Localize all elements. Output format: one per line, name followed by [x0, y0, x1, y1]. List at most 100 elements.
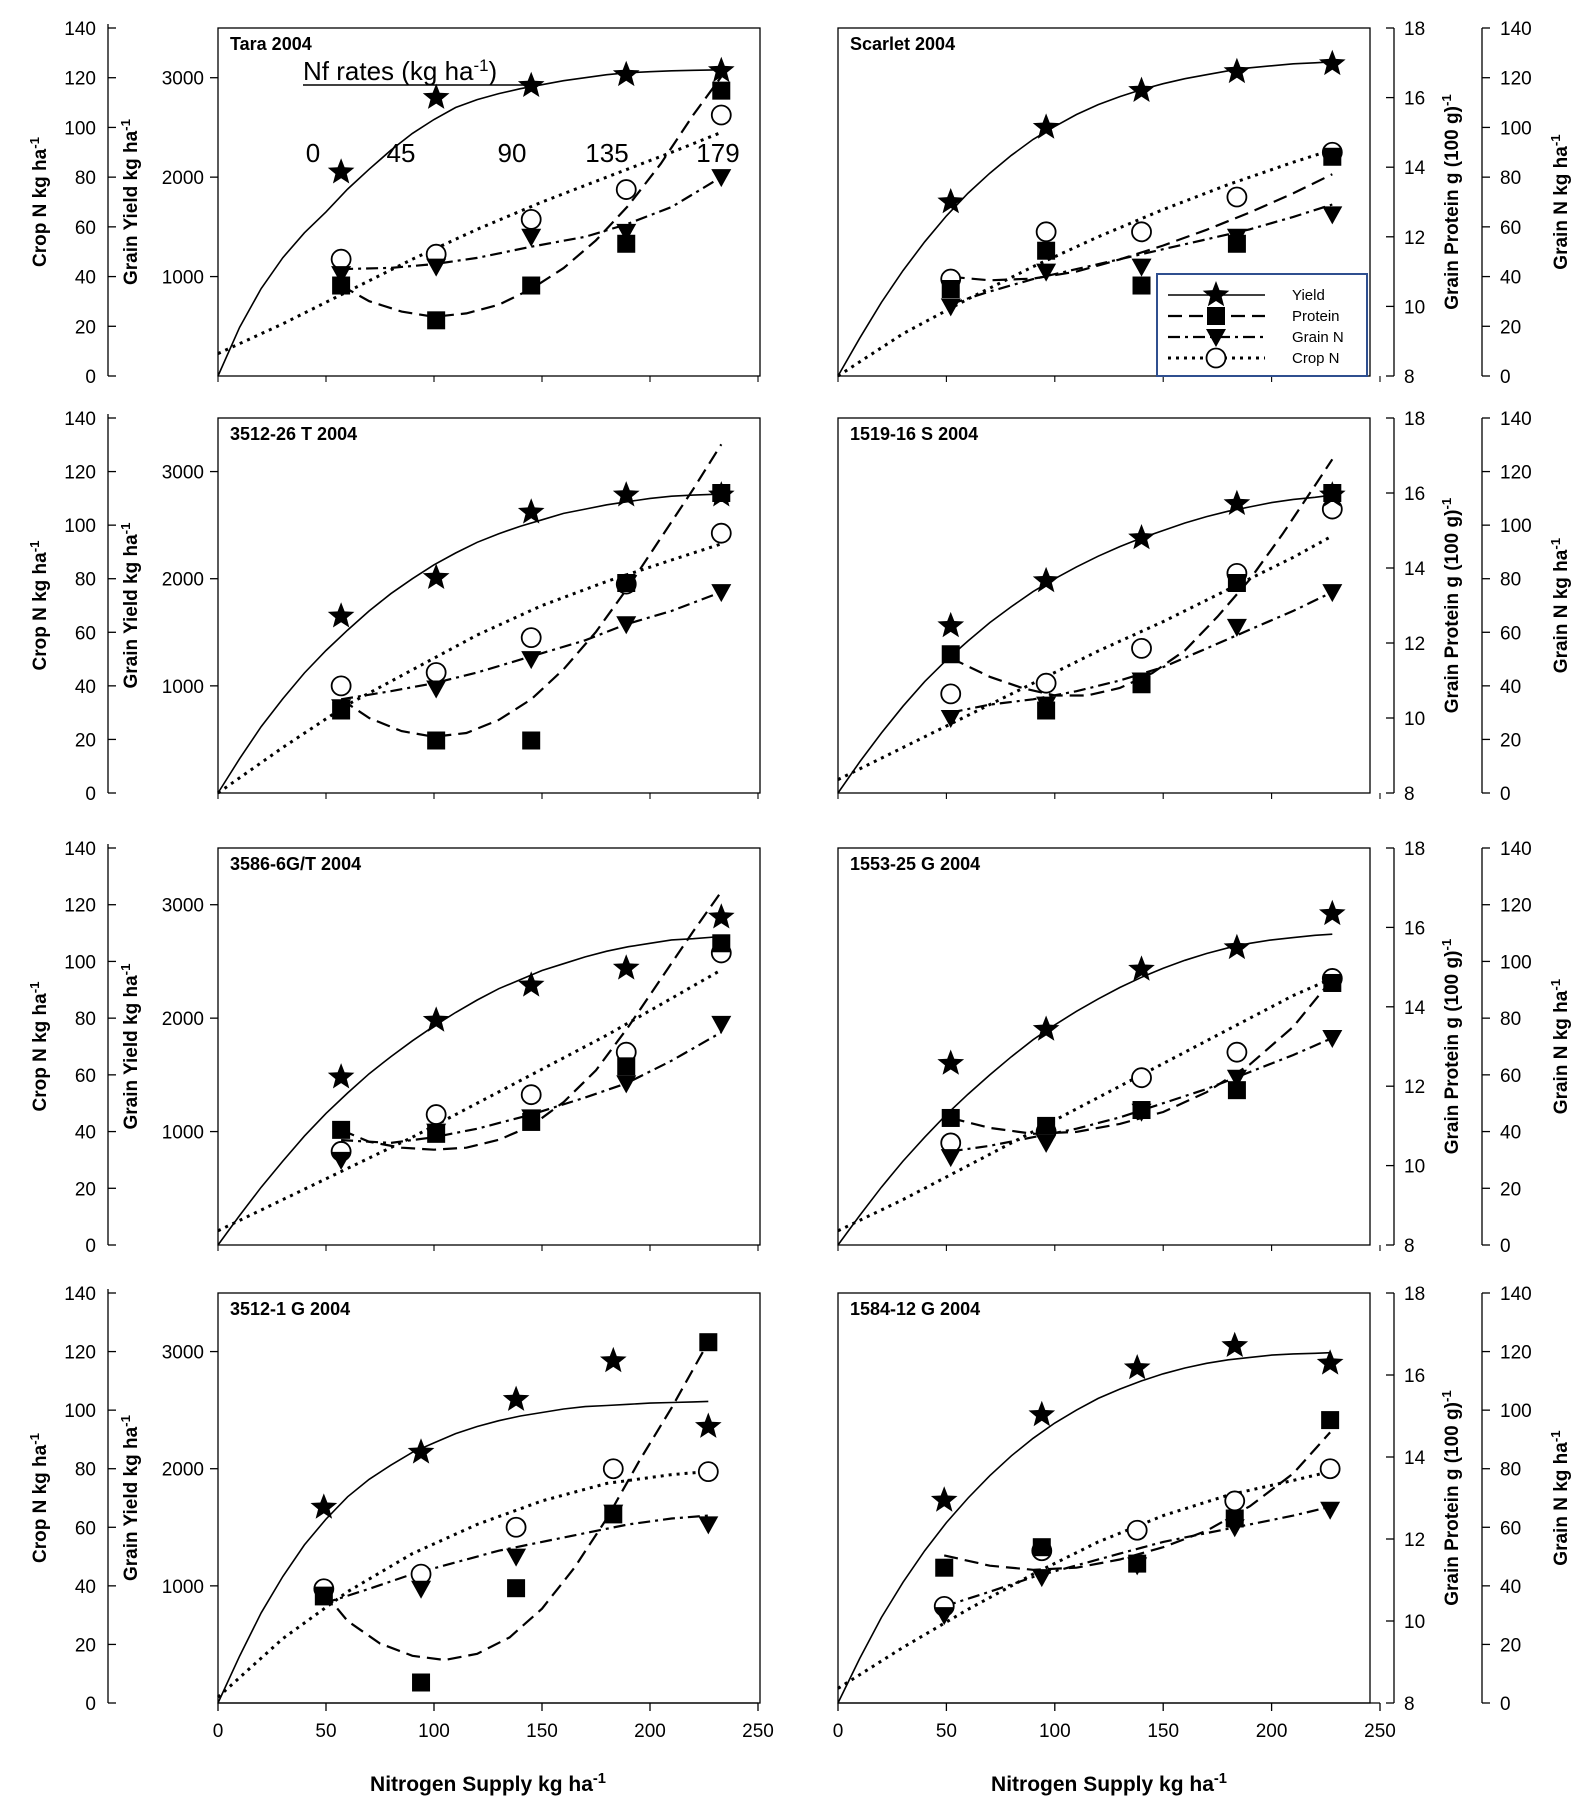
grainN-fit-line	[340, 591, 722, 701]
crop-n-tick-label: 0	[85, 784, 96, 805]
crop-n-tick-label: 140	[64, 1284, 96, 1305]
crop-n-tick-label: 140	[64, 839, 96, 860]
yield-axis-title: Grain Yield kg ha-1	[118, 522, 143, 689]
protein-fit-line	[322, 1341, 710, 1662]
grain-n-axis-title: Grain N kg ha-1	[1548, 134, 1573, 270]
cropN-point	[1226, 1041, 1248, 1063]
grainN-point	[711, 584, 732, 603]
yield-point	[1223, 57, 1251, 84]
grain-n-tick-label: 140	[1500, 409, 1532, 430]
grainN-point	[411, 1580, 432, 1599]
grainN-point	[1320, 1501, 1341, 1520]
grainN-point	[940, 710, 961, 728]
protein-tick-label: 10	[1404, 297, 1425, 318]
yield-point	[1319, 49, 1346, 76]
cropN-point	[520, 208, 542, 230]
crop-n-tick-label: 60	[75, 218, 96, 239]
yield-point	[1221, 1331, 1249, 1357]
x-tick-label: 100	[418, 1721, 450, 1742]
yield-axis-title: Grain Yield kg ha-1	[118, 1414, 143, 1581]
grain-n-axis-title: Grain N kg ha-1	[1548, 978, 1573, 1114]
crop-n-tick-label: 60	[75, 1066, 96, 1087]
protein-point	[332, 276, 351, 295]
yield-point	[1128, 524, 1155, 550]
yield-point	[422, 83, 450, 109]
yield-fit-line	[217, 1400, 709, 1704]
x-axis: 0 50 100 150 200 250 Nitrogen Supply kg ha-1	[833, 1702, 1396, 1796]
protein-point	[1225, 1509, 1244, 1528]
grain-n-tick-label: 140	[1500, 19, 1532, 40]
grainN-point	[331, 1151, 352, 1170]
protein-point	[1037, 1116, 1056, 1135]
grainN-point	[940, 298, 961, 317]
protein-point	[412, 1673, 431, 1692]
grainN-point	[711, 169, 732, 188]
crop-n-tick-label: 100	[64, 118, 96, 139]
yield-fit-line	[837, 61, 1333, 377]
protein-point	[427, 1124, 446, 1143]
protein-point	[1037, 701, 1056, 720]
crop-n-tick-label: 80	[75, 168, 96, 189]
grain-n-tick-label: 60	[1500, 218, 1521, 239]
crop-n-tick-label: 80	[75, 1460, 96, 1481]
protein-fit-line	[943, 1431, 1331, 1571]
nf-rate-label: 45	[387, 138, 416, 168]
x-tick-label: 100	[1039, 1721, 1071, 1742]
grainN-point	[1036, 1134, 1057, 1153]
protein-point	[1227, 234, 1246, 253]
protein-tick-label: 18	[1404, 839, 1425, 860]
protein-tick-label: 16	[1404, 89, 1425, 110]
cropN-fit-line	[837, 977, 1333, 1233]
crop-n-tick-label: 0	[85, 1694, 96, 1715]
panel-title: 1584-12 G 2004	[850, 1299, 980, 1319]
legend-label-cropN: Crop N	[1292, 350, 1340, 367]
protein-tick-label: 18	[1404, 19, 1425, 40]
protein-point	[1321, 1411, 1340, 1430]
yield-point	[517, 71, 545, 97]
grain-n-tick-label: 60	[1500, 1518, 1521, 1539]
grain-n-tick-label: 0	[1500, 367, 1511, 388]
protein-point	[1132, 675, 1151, 694]
yield-point	[1032, 113, 1060, 139]
yield-point	[517, 971, 545, 997]
grainN-fit-line	[943, 1505, 1331, 1608]
grain-n-tick-label: 20	[1500, 730, 1521, 751]
cropN-point	[1126, 1519, 1148, 1541]
yield-point	[327, 1063, 355, 1089]
protein-fit-line	[950, 458, 1334, 697]
protein-point	[314, 1587, 333, 1606]
cropN-point	[1131, 1067, 1152, 1089]
panel-7: 3512-1 G 2004 0 20 40 60 80 100 120 140 Crop N kg…	[27, 1284, 774, 1796]
yield-point	[600, 1346, 627, 1373]
cropN-fit-line	[216, 1470, 709, 1699]
protein-tick-label: 10	[1404, 709, 1425, 730]
nf-rates-title: Nf rates (kg ha-1)	[303, 56, 497, 87]
grainN-point	[1036, 263, 1057, 282]
protein-tick-label: 8	[1404, 367, 1415, 388]
yield-point	[1123, 1354, 1151, 1380]
cropN-point	[615, 179, 637, 200]
x-tick-label: 250	[742, 1721, 774, 1742]
protein-point	[522, 276, 541, 295]
crop-n-axis-title: Crop N kg ha-1	[27, 1432, 52, 1563]
yield-point	[708, 903, 735, 929]
grainN-point	[616, 223, 637, 242]
protein-axis-title: Grain Protein g (100 g)-1	[1439, 94, 1464, 310]
protein-tick-label: 14	[1404, 998, 1426, 1019]
grain-n-tick-label: 80	[1500, 570, 1521, 591]
grainN-fit-line	[323, 1514, 709, 1605]
protein-axis-title: Grain Protein g (100 g)-1	[1439, 938, 1464, 1154]
grain-n-tick-label: 20	[1500, 1179, 1521, 1200]
yield-tick-label: 2000	[162, 1460, 204, 1481]
grainN-point	[521, 228, 542, 247]
crop-n-tick-label: 20	[75, 317, 96, 338]
grain-n-tick-label: 140	[1500, 1284, 1532, 1305]
plot-frame	[217, 27, 761, 377]
crop-n-tick-label: 40	[75, 268, 96, 289]
cropN-point	[520, 627, 542, 649]
protein-point	[941, 1108, 960, 1127]
yield-point	[422, 563, 450, 589]
panel-4: 1519-16 S 2004 8 10 12 14 16 18 Grain Protein g…	[837, 409, 1572, 805]
yield-point	[327, 602, 355, 628]
yield-point	[937, 611, 965, 638]
